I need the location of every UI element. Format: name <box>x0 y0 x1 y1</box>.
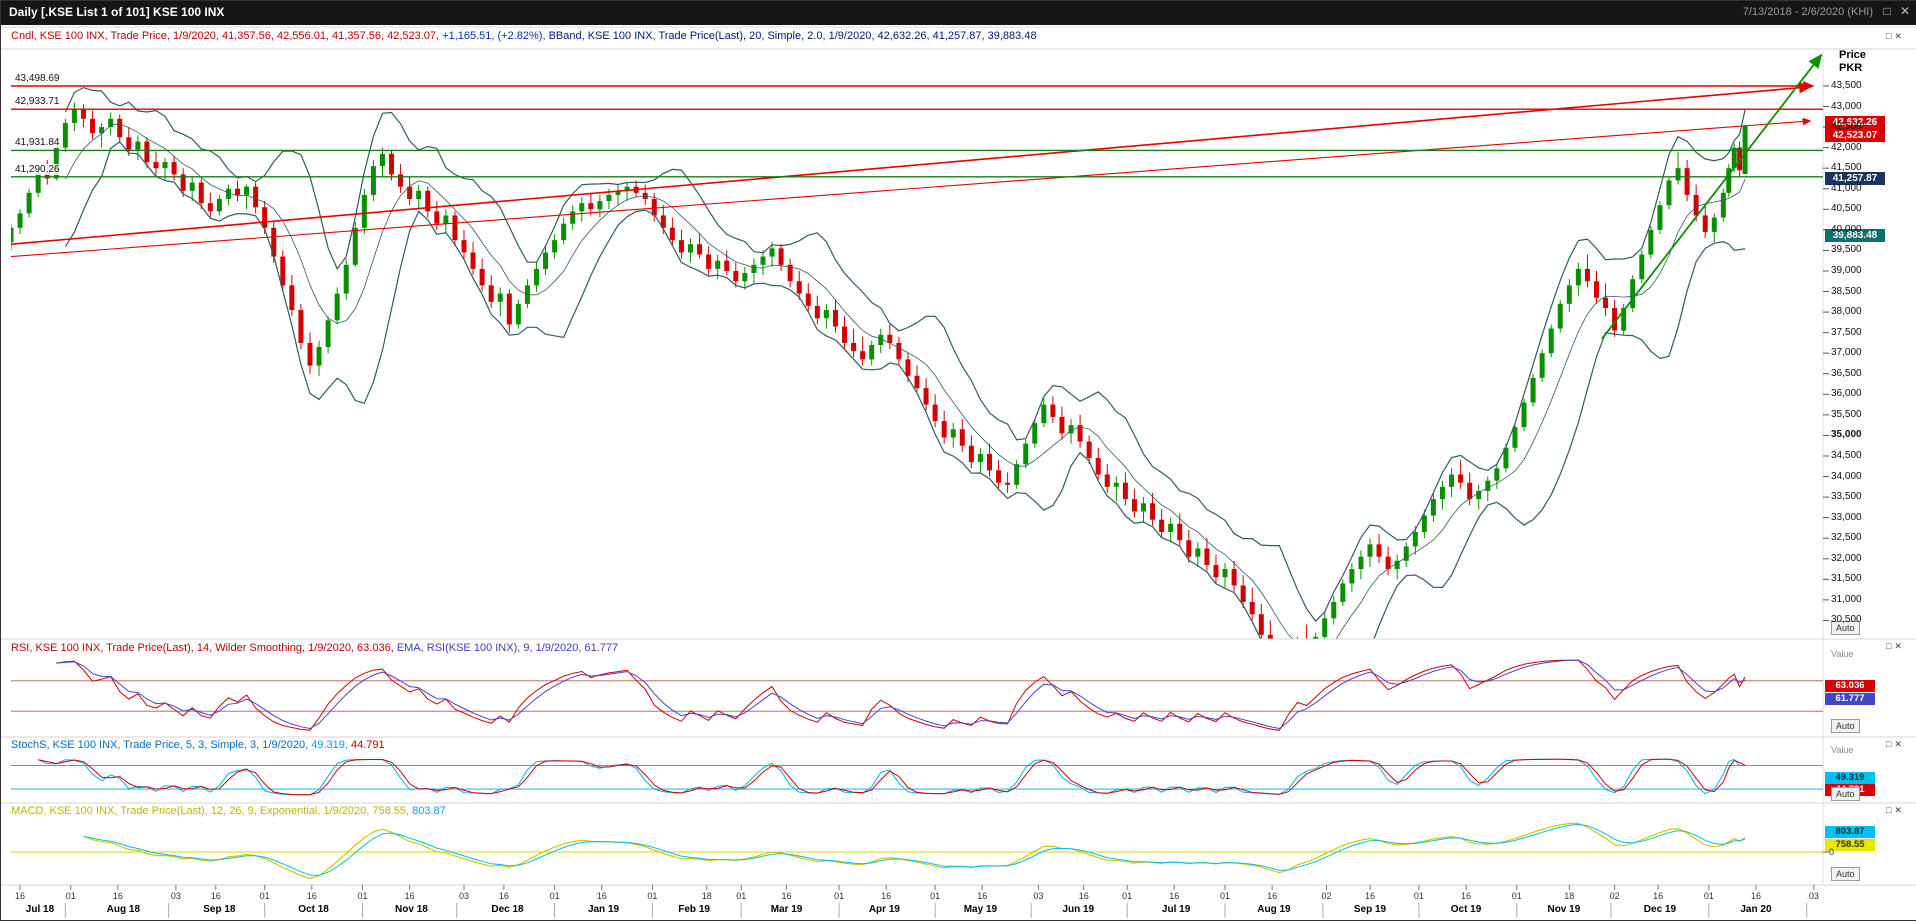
rsi-axis-auto-button[interactable]: Auto <box>1831 719 1860 733</box>
close-icon[interactable]: ✕ <box>1899 4 1911 18</box>
candle-legend: Cndl, KSE 100 INX, Trade Price, 1/9/2020… <box>11 30 443 42</box>
main-chart-legend: Cndl, KSE 100 INX, Trade Price, 1/9/2020… <box>11 30 1037 42</box>
date-range-label: 7/13/2018 - 2/6/2020 (KHI) <box>1742 6 1873 18</box>
macd-axis-auto-button[interactable]: Auto <box>1831 867 1860 881</box>
main-axis-auto-button[interactable]: Auto <box>1831 621 1860 635</box>
restore-icon[interactable]: □ <box>1883 4 1891 18</box>
window-title: Daily [.KSE List 1 of 101] KSE 100 INX <box>9 5 225 19</box>
title-bar: Daily [.KSE List 1 of 101] KSE 100 INX 7… <box>1 1 1916 25</box>
bband-legend: BBand, KSE 100 INX, Trade Price(Last), 2… <box>548 30 1037 42</box>
change-legend: +1,165.51, (+2.82%), <box>442 30 549 42</box>
stoch-axis-auto-button[interactable]: Auto <box>1831 787 1860 801</box>
